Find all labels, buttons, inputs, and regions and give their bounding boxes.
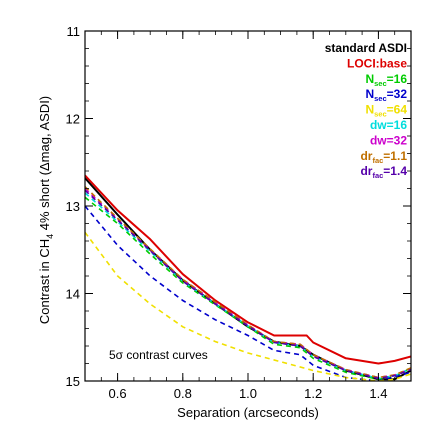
axis-layer: 0.6 0.8 1.0 1.2 1.4 11 12 13 14 15	[66, 24, 412, 401]
legend-entry-0: standard ASDI	[325, 41, 407, 55]
x-axis-title: Separation (arcseconds)	[177, 405, 319, 420]
x-tick-label: 1.0	[239, 386, 257, 401]
legend-entry-3: Nsec=32	[365, 87, 407, 103]
legend-entry-2: Nsec=16	[365, 72, 407, 88]
y-tick-label: 13	[66, 199, 80, 214]
x-tick-label: 1.2	[304, 386, 322, 401]
plot-frame	[84, 30, 412, 382]
y-tick-label: 12	[66, 112, 80, 127]
annotation-contrast-curves: 5σ contrast curves	[109, 348, 208, 362]
legend-entry-8: drfac=1.4	[360, 164, 407, 180]
legend-entry-1: LOCI:base	[347, 56, 407, 70]
legend-entry-6: dw=32	[370, 133, 407, 147]
legend-entry-5: dw=16	[370, 118, 407, 132]
y-tick-label: 11	[67, 24, 81, 39]
x-tick-label: 0.6	[109, 386, 127, 401]
legend-entry-7: drfac=1.1	[360, 149, 407, 165]
x-tick-label: 1.4	[369, 386, 387, 401]
series-line-1	[85, 174, 411, 365]
y-tick-label: 14	[66, 287, 80, 302]
y-tick-label: 15	[66, 374, 80, 389]
y-axis-title: Contrast in CH4 4% short (Δmag, ASDI)	[37, 96, 55, 324]
x-tick-label: 0.8	[174, 386, 192, 401]
legend-entry-4: Nsec=64	[365, 103, 407, 119]
